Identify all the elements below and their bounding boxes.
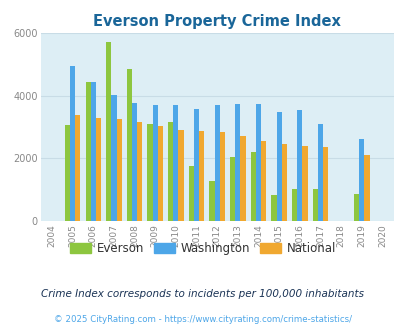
Bar	[317, 124, 322, 221]
Bar	[147, 124, 152, 221]
Bar	[158, 126, 162, 221]
Bar	[281, 144, 286, 221]
Bar	[137, 122, 142, 221]
Bar	[173, 105, 178, 221]
Bar	[106, 43, 111, 221]
Text: © 2025 CityRating.com - https://www.cityrating.com/crime-statistics/: © 2025 CityRating.com - https://www.city…	[54, 315, 351, 324]
Bar	[90, 82, 96, 221]
Bar	[116, 119, 121, 221]
Bar	[276, 112, 281, 221]
Bar	[271, 195, 276, 221]
Bar	[302, 146, 307, 221]
Bar	[296, 111, 302, 221]
Bar	[353, 193, 358, 221]
Bar	[75, 115, 80, 221]
Legend: Everson, Washington, National: Everson, Washington, National	[65, 237, 340, 260]
Bar	[291, 189, 296, 221]
Bar	[219, 132, 224, 221]
Bar	[70, 66, 75, 221]
Bar	[152, 105, 158, 221]
Bar	[230, 157, 235, 221]
Text: Crime Index corresponds to incidents per 100,000 inhabitants: Crime Index corresponds to incidents per…	[41, 289, 364, 299]
Bar	[188, 166, 194, 221]
Bar	[235, 105, 240, 221]
Bar	[132, 103, 137, 221]
Bar	[178, 130, 183, 221]
Bar	[194, 109, 198, 221]
Bar	[358, 139, 363, 221]
Bar	[96, 118, 101, 221]
Bar	[312, 189, 317, 221]
Bar	[255, 105, 260, 221]
Bar	[250, 152, 255, 221]
Bar	[214, 105, 219, 221]
Title: Everson Property Crime Index: Everson Property Crime Index	[93, 14, 340, 29]
Bar	[240, 137, 245, 221]
Bar	[260, 141, 266, 221]
Bar	[168, 122, 173, 221]
Bar	[198, 131, 204, 221]
Bar	[65, 125, 70, 221]
Bar	[363, 155, 369, 221]
Bar	[126, 69, 132, 221]
Bar	[85, 82, 90, 221]
Bar	[322, 148, 327, 221]
Bar	[209, 181, 214, 221]
Bar	[111, 95, 116, 221]
